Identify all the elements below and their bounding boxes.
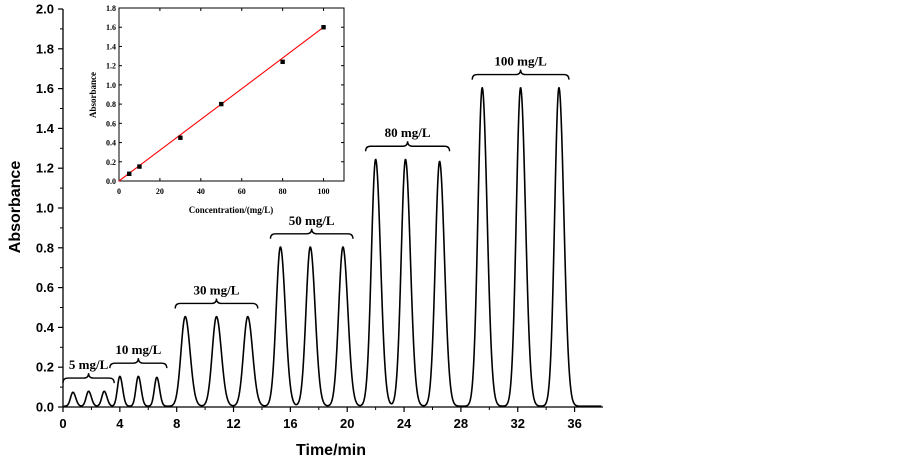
inset-y-tick-label: 1.2 bbox=[106, 62, 116, 71]
inset-y-tick-label: 0.4 bbox=[106, 139, 116, 148]
calibration-point bbox=[127, 171, 132, 176]
chromatogram-trace bbox=[63, 87, 602, 407]
group-brace bbox=[62, 373, 115, 384]
calibration-point bbox=[280, 59, 285, 65]
inset-y-tick-label: 1.4 bbox=[106, 42, 116, 51]
group-brace bbox=[364, 141, 451, 152]
inset-x-tick-label: 100 bbox=[318, 187, 330, 196]
main-x-tick-label: 24 bbox=[397, 416, 412, 431]
group-brace bbox=[109, 358, 168, 369]
inset-y-tick-label: 1.0 bbox=[106, 81, 116, 90]
inset-border bbox=[118, 7, 345, 182]
group-brace bbox=[174, 298, 259, 309]
main-y-tick-label: 0.6 bbox=[36, 280, 54, 295]
main-y-tick-label: 0.4 bbox=[36, 320, 55, 335]
main-y-tick-label: 1.0 bbox=[36, 201, 54, 216]
main-x-tick-label: 36 bbox=[567, 416, 581, 431]
main-y-tick-label: 0.2 bbox=[36, 360, 54, 375]
inset-y-axis-title: Absorbance bbox=[88, 72, 98, 118]
group-brace bbox=[471, 69, 570, 80]
main-y-tick-label: 1.4 bbox=[36, 121, 55, 136]
main-x-axis: 0 4 8 12 16 20 24 28 32 36 bbox=[59, 407, 582, 431]
main-y-tick-label: 1.6 bbox=[36, 81, 54, 96]
main-x-tick-label: 12 bbox=[226, 416, 240, 431]
group-label: 80 mg/L bbox=[385, 125, 431, 140]
inset-y-tick-label: 0.2 bbox=[106, 158, 116, 167]
inset-y-axis: 0.0 0.2 0.4 0.6 0.8 1.0 1.2 1.4 1.6 1.8 bbox=[106, 4, 344, 186]
calibration-point bbox=[178, 135, 183, 140]
inset-x-axis-title: Concentration/(mg/L) bbox=[189, 205, 274, 215]
calibration-point bbox=[219, 101, 224, 107]
inset-x-tick-label: 40 bbox=[197, 187, 205, 196]
main-x-tick-label: 0 bbox=[59, 416, 66, 431]
inset-x-axis: 0 20 40 60 80 100 bbox=[117, 8, 330, 196]
main-y-tick-label: 2.0 bbox=[36, 2, 54, 17]
inset-y-tick-label: 0.6 bbox=[106, 119, 116, 128]
main-x-tick-label: 28 bbox=[454, 416, 468, 431]
main-x-tick-label: 32 bbox=[511, 416, 525, 431]
inset-x-tick-label: 0 bbox=[117, 187, 121, 196]
main-x-tick-label: 4 bbox=[116, 416, 124, 431]
inset-x-tick-label: 20 bbox=[156, 187, 164, 196]
inset-calibration-chart: 0 20 40 60 80 100 0.0 0.2 0.4 0.6 0.8 1.0 1.2 1.4 1.6… bbox=[88, 4, 345, 215]
main-x-tick-label: 16 bbox=[283, 416, 297, 431]
main-y-axis-title: Absorbance bbox=[7, 161, 24, 254]
main-x-tick-label: 20 bbox=[340, 416, 354, 431]
main-y-axis: 0.0 0.2 0.4 0.6 0.8 1.0 1.2 1.4 1.6 1.8 2.0 bbox=[36, 2, 63, 415]
group-label: 5 mg/L bbox=[69, 357, 109, 372]
group-brace bbox=[269, 228, 354, 239]
concentration-groups: 5 mg/L 10 mg/L 30 mg/L 50 mg/L 80 mg/L 100 mg… bbox=[62, 54, 570, 384]
calibration-point bbox=[137, 164, 142, 169]
main-y-tick-label: 0.8 bbox=[36, 240, 54, 255]
main-y-tick-label: 1.8 bbox=[36, 41, 54, 56]
main-y-tick-label: 1.2 bbox=[36, 161, 54, 176]
main-y-tick-label: 0.0 bbox=[36, 400, 54, 415]
inset-y-tick-label: 1.8 bbox=[106, 4, 116, 13]
inset-y-tick-label: 0.0 bbox=[106, 177, 116, 186]
main-x-tick-label: 8 bbox=[173, 416, 180, 431]
inset-y-tick-label: 0.8 bbox=[106, 100, 116, 109]
group-label: 100 mg/L bbox=[494, 54, 547, 69]
inset-y-tick-label: 1.6 bbox=[106, 23, 116, 32]
inset-plot-frame bbox=[118, 7, 345, 182]
group-label: 10 mg/L bbox=[115, 342, 161, 357]
group-label: 30 mg/L bbox=[194, 282, 240, 297]
main-chart: 0 4 8 12 16 20 24 28 32 36 0.0 0.2 0.4 0.6 0.8 1.0 1.2 1… bbox=[7, 2, 603, 458]
inset-data-points bbox=[127, 25, 326, 176]
calibration-point bbox=[321, 25, 326, 30]
inset-x-tick-label: 60 bbox=[238, 187, 246, 196]
group-label: 50 mg/L bbox=[289, 213, 335, 228]
main-x-axis-title: Time/min bbox=[296, 442, 366, 458]
inset-x-tick-label: 80 bbox=[279, 187, 287, 196]
chromatogram-line bbox=[63, 87, 602, 407]
